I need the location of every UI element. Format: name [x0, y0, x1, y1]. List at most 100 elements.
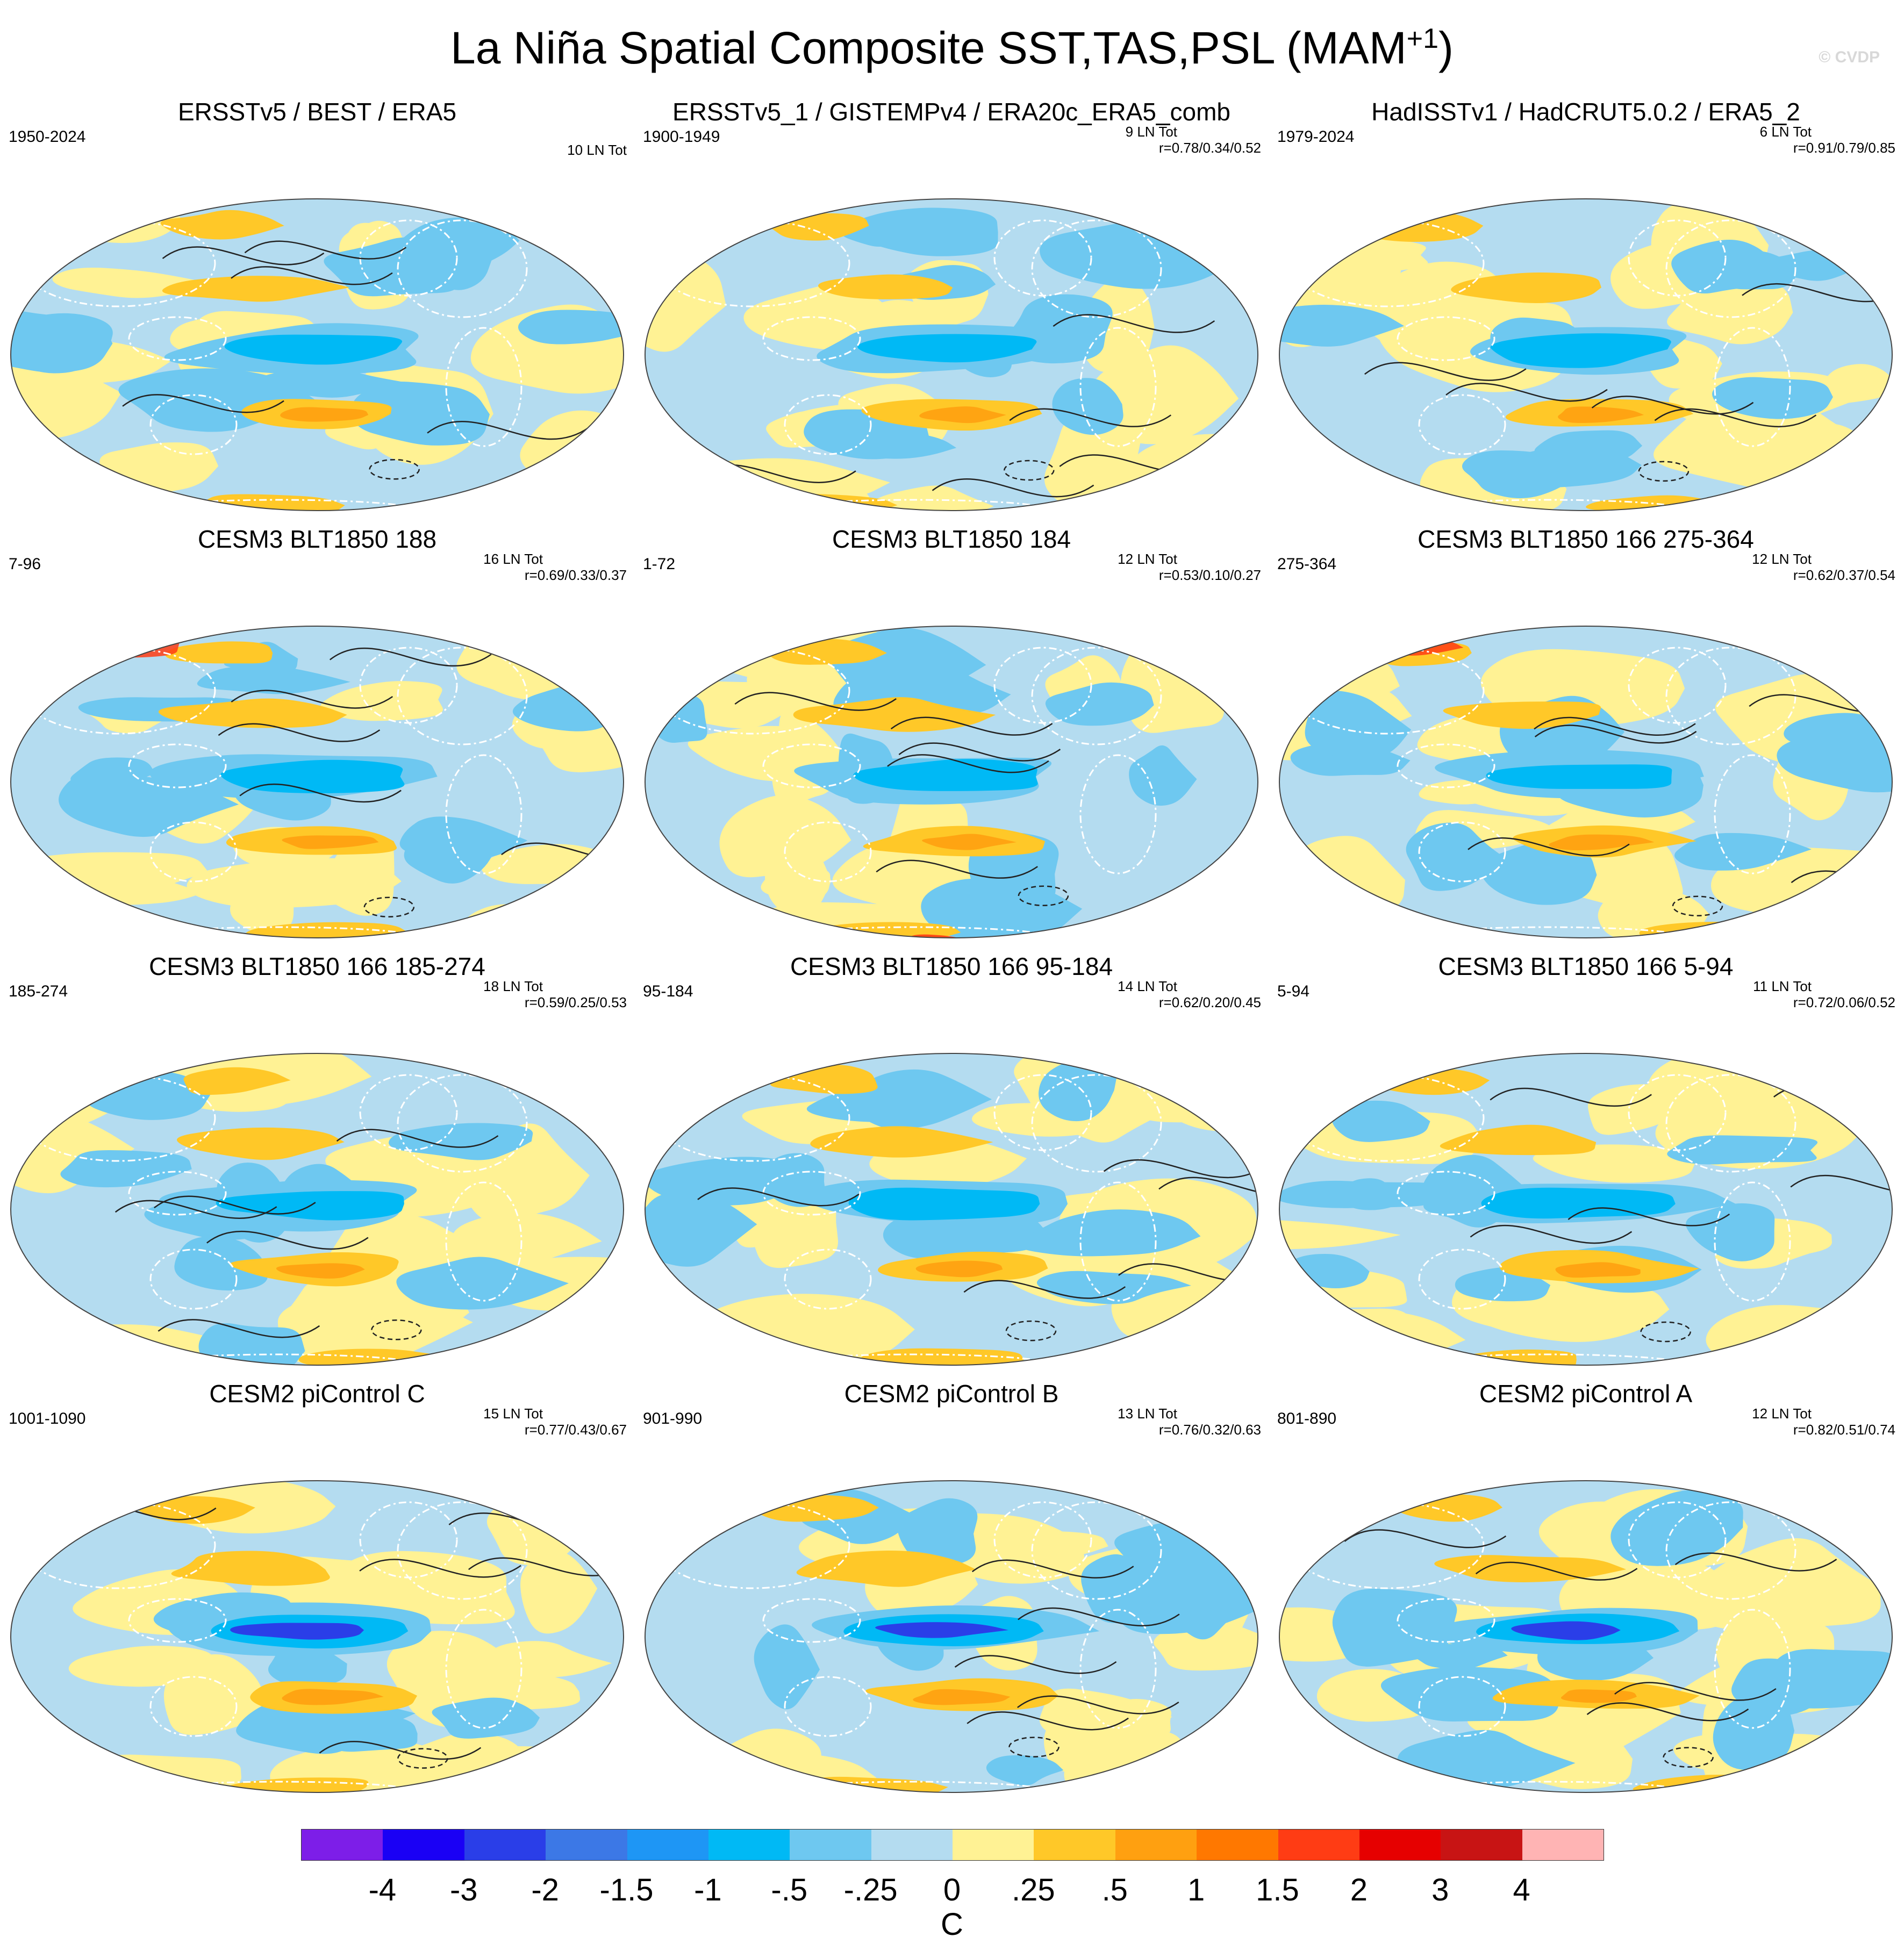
panel-ln-count: 10 LN Tot	[567, 142, 627, 158]
panel-title: HadISSTv1 / HadCRUT5.0.2 / ERA5_2	[1371, 98, 1800, 126]
panel-ln-count: 9 LN Tot	[1125, 124, 1177, 140]
colorbar	[301, 1829, 1604, 1861]
colorbar-swatch	[708, 1830, 790, 1860]
colorbar-swatch	[1278, 1830, 1359, 1860]
panel-title: CESM3 BLT1850 166 275-364	[1418, 525, 1754, 553]
map-panel: CESM3 BLT1850 166 5-94 5-94 11 LN Tot r=…	[1269, 951, 1903, 1381]
map-panel: CESM2 piControl B 901-990 13 LN Tot r=0.…	[634, 1379, 1269, 1809]
panel-years: 185-274	[9, 982, 68, 1000]
panel-ln-count: 16 LN Tot	[483, 551, 543, 567]
colorbar-tick-label: 1.5	[1256, 1873, 1299, 1907]
global-composite-map	[10, 198, 624, 511]
panel-title: CESM2 piControl C	[209, 1380, 425, 1408]
panel-correlations: r=0.91/0.79/0.85	[1793, 140, 1895, 156]
global-composite-map	[645, 1053, 1258, 1366]
panel-ln-count: 11 LN Tot	[1753, 978, 1812, 994]
panel-ln-count: 12 LN Tot	[1118, 551, 1177, 567]
panel-ln-count: 13 LN Tot	[1118, 1405, 1177, 1422]
panel-years: 7-96	[9, 555, 41, 573]
panel-ln-count: 12 LN Tot	[1752, 551, 1812, 567]
colorbar-swatch	[1034, 1830, 1115, 1860]
panel-ln-count: 15 LN Tot	[483, 1405, 543, 1422]
global-composite-map	[1279, 1480, 1893, 1793]
colorbar-swatch	[1441, 1830, 1522, 1860]
map-panel: CESM3 BLT1850 166 95-184 95-184 14 LN To…	[634, 951, 1269, 1381]
colorbar-swatch	[383, 1830, 464, 1860]
colorbar-tick-label: -.25	[843, 1873, 898, 1907]
panel-years: 275-364	[1277, 555, 1337, 573]
colorbar-swatch	[953, 1830, 1034, 1860]
panel-title: CESM3 BLT1850 166 185-274	[149, 952, 485, 980]
panel-years: 95-184	[643, 982, 693, 1000]
colorbar-swatch	[464, 1830, 546, 1860]
colorbar-swatch	[790, 1830, 871, 1860]
global-composite-map	[1279, 1053, 1893, 1366]
panel-title: CESM2 piControl A	[1479, 1380, 1693, 1408]
colorbar-tick-label: -1.5	[599, 1873, 654, 1907]
colorbar-tick-label: .5	[1101, 1873, 1128, 1907]
panel-ln-count: 12 LN Tot	[1752, 1405, 1812, 1422]
map-panel: CESM3 BLT1850 166 185-274 185-274 18 LN …	[0, 951, 634, 1381]
panel-ln-count: 6 LN Tot	[1759, 124, 1812, 140]
global-composite-map	[1279, 626, 1893, 938]
panel-correlations: r=0.62/0.37/0.54	[1793, 567, 1895, 583]
panel-years: 1-72	[643, 555, 676, 573]
map-panel: CESM2 piControl A 801-890 12 LN Tot r=0.…	[1269, 1379, 1903, 1809]
panel-correlations: r=0.78/0.34/0.52	[1158, 140, 1261, 156]
colorbar-swatch	[546, 1830, 627, 1860]
map-panel: CESM2 piControl C 1001-1090 15 LN Tot r=…	[0, 1379, 634, 1809]
panel-correlations: r=0.76/0.32/0.63	[1158, 1422, 1261, 1438]
panel-correlations: r=0.69/0.33/0.37	[524, 567, 627, 583]
colorbar-swatch	[1522, 1830, 1604, 1860]
colorbar-tick-label: 2	[1350, 1873, 1368, 1907]
global-composite-map	[10, 1480, 624, 1793]
panel-correlations: r=0.59/0.25/0.53	[524, 994, 627, 1010]
colorbar-tick-label: 4	[1513, 1873, 1530, 1907]
panel-years: 5-94	[1277, 982, 1310, 1000]
panel-ln-count: 14 LN Tot	[1118, 978, 1177, 994]
panel-title: CESM3 BLT1850 184	[832, 525, 1071, 553]
panel-years: 901-990	[643, 1410, 703, 1427]
map-panel: ERSSTv5 / BEST / ERA5 1950-2024 10 LN To…	[0, 97, 634, 527]
panel-correlations: r=0.72/0.06/0.52	[1793, 994, 1895, 1010]
colorbar-swatch	[302, 1830, 383, 1860]
colorbar-tick-label: 0	[943, 1873, 961, 1907]
panel-ln-count: 18 LN Tot	[483, 978, 543, 994]
panel-title: ERSSTv5 / BEST / ERA5	[177, 98, 457, 126]
map-panel: CESM3 BLT1850 184 1-72 12 LN Tot r=0.53/…	[634, 524, 1269, 954]
panel-title: CESM3 BLT1850 166 5-94	[1438, 952, 1734, 980]
colorbar-tick-label: .25	[1012, 1873, 1055, 1907]
colorbar-swatch	[627, 1830, 708, 1860]
figure-title: La Niña Spatial Composite SST,TAS,PSL (M…	[450, 23, 1454, 73]
colorbar-tick-label: -3	[449, 1873, 478, 1907]
panel-correlations: r=0.77/0.43/0.67	[524, 1422, 627, 1438]
panel-years: 801-890	[1277, 1410, 1337, 1427]
colorbar-swatch	[1115, 1830, 1197, 1860]
colorbar-swatch	[871, 1830, 953, 1860]
colorbar-tick-label: 3	[1431, 1873, 1449, 1907]
colorbar-tick-label: -2	[531, 1873, 559, 1907]
global-composite-map	[10, 1053, 624, 1366]
panel-years: 1950-2024	[9, 128, 86, 146]
cvdp-watermark: © CVDP	[1819, 48, 1880, 66]
global-composite-map	[645, 626, 1258, 938]
colorbar-tick-label: 1	[1187, 1873, 1205, 1907]
global-composite-map	[645, 198, 1258, 511]
global-composite-map	[1279, 198, 1893, 511]
map-panel: CESM3 BLT1850 166 275-364 275-364 12 LN …	[1269, 524, 1903, 954]
colorbar-tick-labels: -4 -3 -2 -1.5 -1 -.5 -.25 0 .25 .5 1 1.5 2 3 4	[0, 1871, 1904, 1909]
panel-title: CESM3 BLT1850 166 95-184	[790, 952, 1113, 980]
panel-correlations: r=0.62/0.20/0.45	[1158, 994, 1261, 1010]
panel-years: 1979-2024	[1277, 128, 1355, 146]
panel-title: CESM2 piControl B	[844, 1380, 1059, 1408]
panel-years: 1900-1949	[643, 128, 720, 146]
colorbar-tick-label: -.5	[771, 1873, 808, 1907]
colorbar-tick-label: -4	[368, 1873, 397, 1907]
map-panel: HadISSTv1 / HadCRUT5.0.2 / ERA5_2 1979-2…	[1269, 97, 1903, 527]
panel-correlations: r=0.53/0.10/0.27	[1158, 567, 1261, 583]
colorbar-unit-label: C	[941, 1907, 963, 1942]
global-composite-map	[10, 626, 624, 938]
panel-title: ERSSTv5_1 / GISTEMPv4 / ERA20c_ERA5_comb	[672, 98, 1230, 126]
panel-title: CESM3 BLT1850 188	[197, 525, 437, 553]
panel-correlations: r=0.82/0.51/0.74	[1793, 1422, 1895, 1438]
